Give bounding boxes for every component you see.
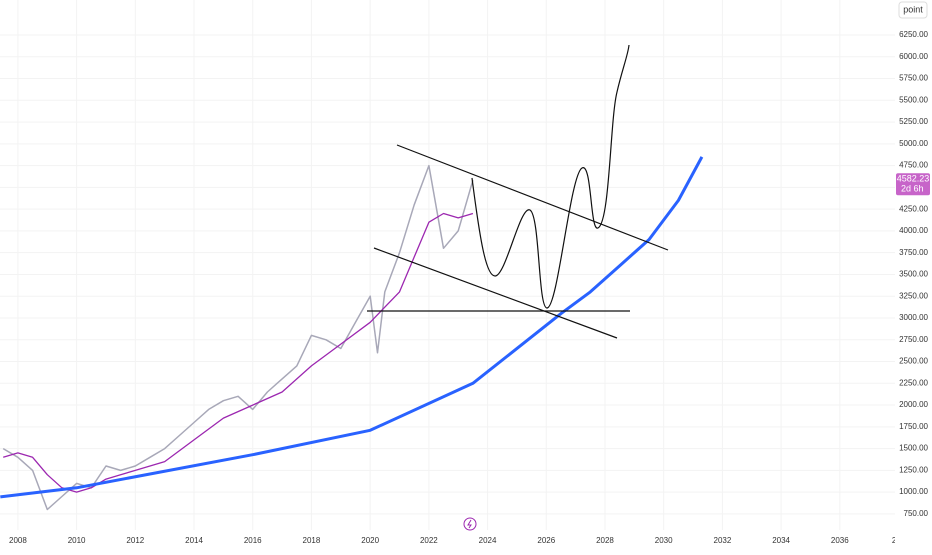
y-tick-label: 5750.00 [899,74,928,83]
price-tag [896,173,930,196]
series-line [3,212,474,493]
x-tick-label: 2016 [244,536,262,545]
last-price: 4582.23 [897,174,930,184]
y-tick-label: 1500.00 [899,444,928,453]
series [0,156,704,511]
scale-label[interactable]: point [903,4,923,14]
y-tick-label: 5000.00 [899,139,928,148]
x-tick-label: 2026 [537,536,555,545]
y-tick-label: 1000.00 [899,487,928,496]
y-tick-label: 4000.00 [899,226,928,235]
drawings [367,44,669,339]
y-tick-label: 1250.00 [899,465,928,474]
y-tick-label: 3500.00 [899,270,928,279]
y-tick-label: 6250.00 [899,30,928,39]
x-tick-label: 2010 [68,536,86,545]
x-tick-label: 2034 [772,536,790,545]
x-tick-label: 2032 [714,536,732,545]
event-icon-bolt [467,519,472,529]
x-tick-label: 2024 [479,536,497,545]
x-tick-label: 2030 [655,536,673,545]
countdown: 2d 6h [901,184,924,194]
y-tick-label: 2500.00 [899,357,928,366]
y-tick-label: 4250.00 [899,204,928,213]
axis-labels: 750.00 1000.00 1250.00 1500.00 1750.00 2000.0… [899,30,928,518]
projection-path [471,44,630,309]
event-icon[interactable] [463,517,477,531]
y-tick-label: 2750.00 [899,335,928,344]
x-tick-label: 2012 [126,536,144,545]
scale-button[interactable] [898,1,928,19]
y-tick-label: 6000.00 [899,52,928,61]
series-line [0,156,704,499]
y-tick-label: 5250.00 [899,117,928,126]
x-tick-label: 2020 [361,536,379,545]
x-tick-label: 2036 [831,536,849,545]
x-tick-label: 2028 [596,536,614,545]
y-tick-label: 3000.00 [899,313,928,322]
y-tick-label: 2000.00 [899,400,928,409]
channel-line [373,247,618,339]
channel-line [396,144,669,251]
y-tick-label: 4750.00 [899,161,928,170]
grid: 2008 2010 2012 2014 2016 2018 2020 2022 2024 2026… [0,0,906,545]
price-axis [895,0,932,550]
y-tick-label: 5500.00 [899,95,928,104]
y-tick-label: 3250.00 [899,291,928,300]
y-tick-label: 2250.00 [899,378,928,387]
x-tick-label: 2022 [420,536,438,545]
y-tick-label: 1750.00 [899,422,928,431]
y-tick-label: 750.00 [904,509,929,518]
x-tick-label: 2018 [303,536,321,545]
y-tick-label: 3750.00 [899,248,928,257]
x-tick-label: 2014 [185,536,203,545]
x-tick-label: 2008 [9,536,27,545]
